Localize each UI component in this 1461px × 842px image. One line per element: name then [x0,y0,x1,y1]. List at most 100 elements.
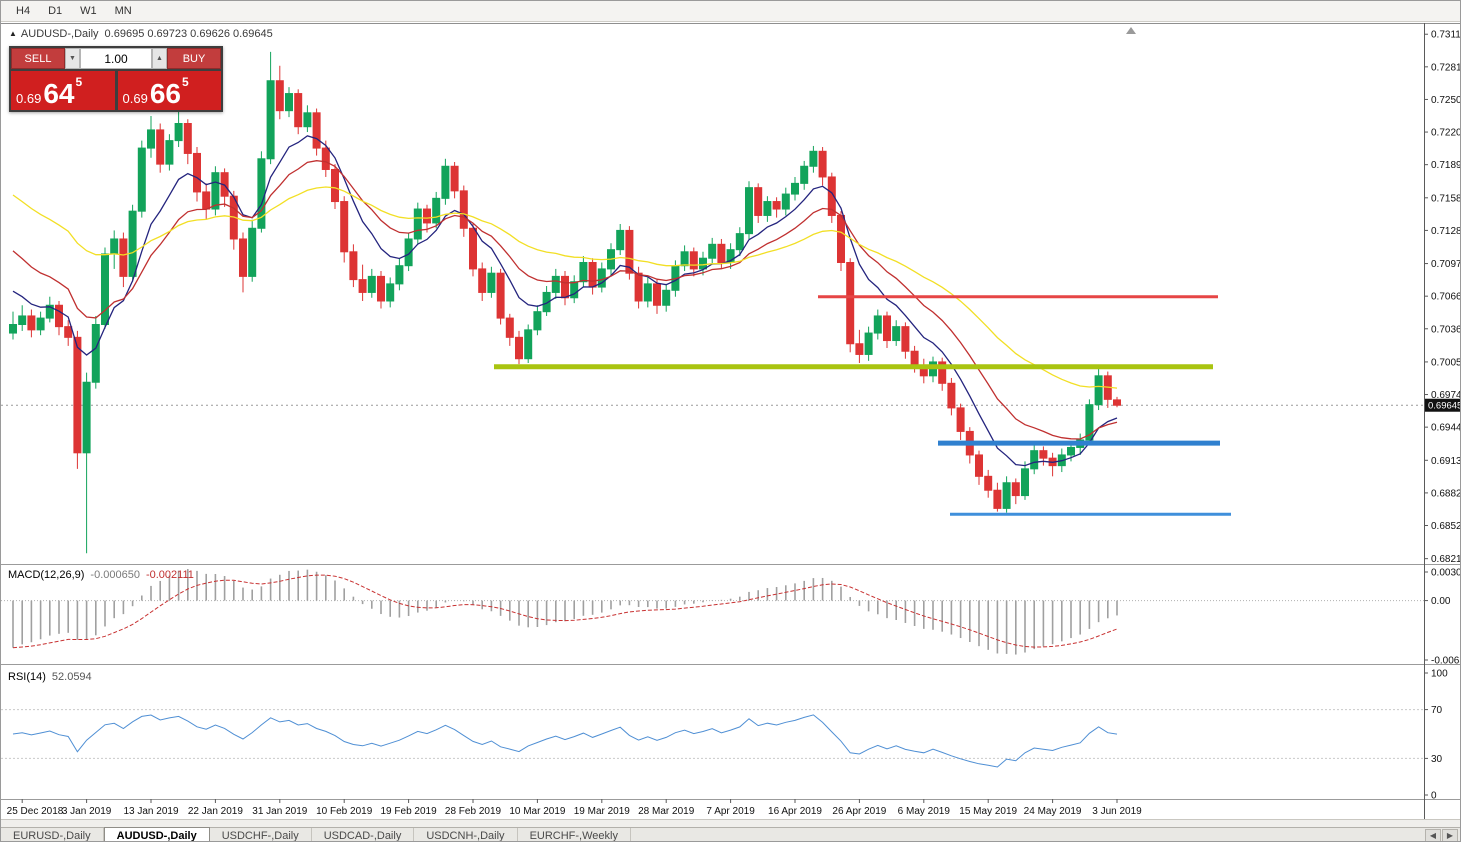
svg-text:0.70360: 0.70360 [1431,324,1461,335]
svg-text:0.71585: 0.71585 [1431,193,1461,204]
rsi-panel: 100 70 30 0 [1,669,1448,802]
svg-text:10 Mar 2019: 10 Mar 2019 [509,806,566,817]
chart-canvas[interactable]: 0.73115 0.72810 0.72505 0.72200 0.71895 0.715… [1,23,1461,819]
rsi-value: 52.0594 [51,671,92,683]
symbol-label: AUDUSD-,Daily [20,28,99,40]
svg-text:26 Apr 2019: 26 Apr 2019 [832,806,886,817]
chart-frame [1,23,1460,819]
trade-order-row: SELL ▼ ▲ BUY [11,48,221,69]
bid-price-main: 64 [43,78,75,109]
svg-text:0.72810: 0.72810 [1431,62,1461,73]
bid-price-display[interactable]: 0.69 64 5 [11,71,115,110]
ma-slow-yellow [12,186,1118,389]
hlines-layer [494,295,1231,516]
horizontal-scrollbar[interactable] [1,819,1460,827]
tabs-scroll-right-button[interactable]: ▶ [1442,829,1458,841]
svg-text:0.71280: 0.71280 [1431,226,1461,237]
price-scale: 0.73115 0.72810 0.72505 0.72200 0.71895 0.715… [1424,30,1461,565]
tab-scroll-arrows: ◀ ▶ [1425,828,1460,841]
tab-audusd-daily[interactable]: AUDUSD-,Daily [103,827,210,841]
svg-text:0.70665: 0.70665 [1431,292,1461,303]
svg-text:28 Mar 2019: 28 Mar 2019 [638,806,695,817]
timeframe-w1-button[interactable]: W1 [73,3,104,19]
svg-text:0.68825: 0.68825 [1431,488,1461,499]
svg-text:0.69745: 0.69745 [1431,390,1461,401]
svg-text:24 May 2019: 24 May 2019 [1024,806,1082,817]
svg-text:7 Apr 2019: 7 Apr 2019 [706,806,755,817]
svg-text:28 Feb 2019: 28 Feb 2019 [445,806,502,817]
tab-eurusd-daily[interactable]: EURUSD-,Daily [1,828,104,841]
tab-eurchf-weekly[interactable]: EURCHF-,Weekly [518,828,631,841]
ma-fast-blue [12,135,1118,467]
symbol-arrow-icon: ▲ [9,29,17,38]
svg-text:25 Dec 2018: 25 Dec 2018 [7,806,64,817]
bid-price-sup: 5 [75,75,83,89]
svg-text:0.00: 0.00 [1431,596,1451,607]
timeframe-h4-button[interactable]: H4 [9,3,37,19]
rsi-indicator-label: RSI(14) 52.0594 [8,671,92,683]
tabs-scroll-left-button[interactable]: ◀ [1425,829,1441,841]
svg-text:0.72505: 0.72505 [1431,95,1461,106]
chart-ohlc-header: ▲ AUDUSD-,Daily 0.69695 0.69723 0.69626 0.… [9,28,273,40]
svg-text:3 Jan 2019: 3 Jan 2019 [62,806,112,817]
svg-text:0.003035: 0.003035 [1431,568,1461,579]
candles-layer [9,51,1121,554]
svg-text:19 Mar 2019: 19 Mar 2019 [574,806,631,817]
volume-increase-button[interactable]: ▲ [152,48,167,69]
bid-price-prefix: 0.69 [16,91,42,106]
ask-price-sup: 5 [181,75,189,89]
svg-text:-0.006311: -0.006311 [1431,656,1461,667]
svg-text:0.68520: 0.68520 [1431,521,1461,532]
ask-price-prefix: 0.69 [122,91,148,106]
timeframe-mn-button[interactable]: MN [108,3,139,19]
volume-decrease-button[interactable]: ▼ [65,48,80,69]
svg-text:16 Apr 2019: 16 Apr 2019 [768,806,822,817]
chart-shift-marker [1126,27,1136,34]
macd-panel: 0.003035 0.00 -0.006311 [1,568,1461,667]
svg-text:0.68210: 0.68210 [1431,554,1461,565]
tab-usdcnh-daily[interactable]: USDCNH-,Daily [414,828,518,841]
svg-text:0.70050: 0.70050 [1431,357,1461,368]
svg-text:0.72200: 0.72200 [1431,128,1461,139]
svg-text:13 Jan 2019: 13 Jan 2019 [123,806,178,817]
svg-text:0.70970: 0.70970 [1431,259,1461,270]
tab-usdcad-daily[interactable]: USDCAD-,Daily [312,828,415,841]
timeframe-toolbar: H4 D1 W1 MN [1,1,1460,22]
ma-mid-red [12,160,1118,440]
timeframe-d1-button[interactable]: D1 [41,3,69,19]
tab-usdchf-daily[interactable]: USDCHF-,Daily [210,828,312,841]
ma-overlays-layer [12,135,1118,467]
svg-text:31 Jan 2019: 31 Jan 2019 [252,806,307,817]
svg-text:0.73115: 0.73115 [1431,30,1461,41]
svg-text:10 Feb 2019: 10 Feb 2019 [316,806,373,817]
macd-indicator-label: MACD(12,26,9) -0.000650 -0.002111 [8,569,194,581]
svg-text:22 Jan 2019: 22 Jan 2019 [188,806,243,817]
svg-text:3 Jun 2019: 3 Jun 2019 [1092,806,1142,817]
svg-text:0.69130: 0.69130 [1431,456,1461,467]
buy-button[interactable]: BUY [167,48,221,69]
svg-text:15 May 2019: 15 May 2019 [959,806,1017,817]
sell-button[interactable]: SELL [11,48,65,69]
macd-signal-value: -0.002111 [145,569,194,581]
volume-input[interactable] [80,48,152,69]
svg-text:19 Feb 2019: 19 Feb 2019 [381,806,438,817]
ask-price-main: 66 [149,78,181,109]
svg-text:0: 0 [1431,791,1437,802]
svg-text:0.69440: 0.69440 [1431,423,1461,434]
current-price-tag: 0.69645 [1425,398,1461,412]
chart-tabs-bar: EURUSD-,Daily AUDUSD-,Daily USDCHF-,Dail… [1,827,1460,841]
svg-text:70: 70 [1431,705,1443,716]
ohlc-values: 0.69695 0.69723 0.69626 0.69645 [104,28,273,40]
ask-price-display[interactable]: 0.69 66 5 [117,71,221,110]
svg-text:0.71895: 0.71895 [1431,160,1461,171]
rsi-name: RSI(14) [8,671,46,683]
svg-text:100: 100 [1431,669,1448,680]
one-click-trading-panel: SELL ▼ ▲ BUY 0.69 64 5 0.69 66 5 [9,46,223,112]
trade-price-row: 0.69 64 5 0.69 66 5 [11,71,221,110]
svg-text:6 May 2019: 6 May 2019 [898,806,951,817]
svg-text:30: 30 [1431,754,1443,765]
svg-text:0.69645: 0.69645 [1428,401,1461,412]
macd-name: MACD(12,26,9) [8,569,85,581]
